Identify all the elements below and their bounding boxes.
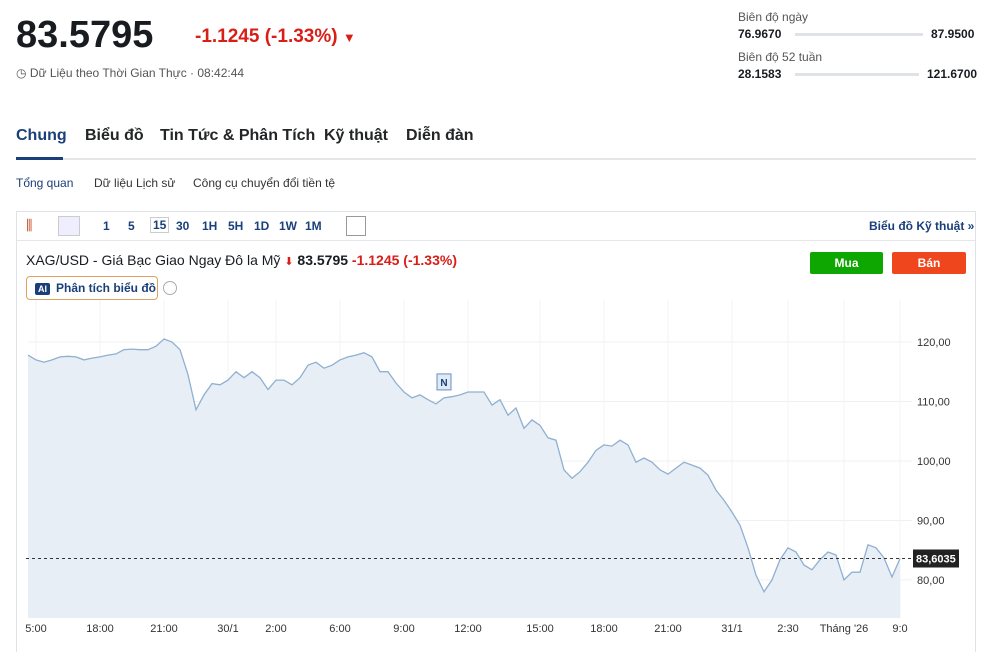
range-low: 28.1583 bbox=[738, 67, 782, 81]
sell-button[interactable]: Bán bbox=[892, 252, 966, 274]
interval[interactable]: 5 bbox=[128, 219, 135, 233]
buy-button[interactable]: Mua bbox=[810, 252, 883, 274]
subtab[interactable]: Dữ liệu Lịch sử bbox=[94, 176, 176, 190]
instrument-change: -1.1245 bbox=[351, 252, 400, 268]
tab[interactable]: Biểu đồ bbox=[85, 127, 144, 144]
change-pct: (-1.33%) bbox=[264, 26, 338, 47]
range-label: Biên độ 52 tuần bbox=[738, 50, 823, 64]
x-tick-label: 21:00 bbox=[150, 623, 178, 635]
candle-icon[interactable]: ⫼ bbox=[26, 217, 33, 233]
y-tick-label: 120,00 bbox=[917, 337, 951, 349]
tab[interactable]: Kỹ thuật bbox=[324, 127, 388, 144]
x-tick-label: 5:00 bbox=[25, 623, 46, 635]
tab[interactable]: Diễn đàn bbox=[406, 127, 474, 144]
change: -1.1245 (-1.33%) ▼ bbox=[195, 26, 356, 47]
interval[interactable]: 5H bbox=[228, 219, 244, 233]
y-tick-label: 90,00 bbox=[917, 515, 945, 527]
tab-rule bbox=[16, 158, 976, 160]
interval[interactable]: 30 bbox=[176, 219, 190, 233]
interval[interactable]: 1 bbox=[103, 219, 110, 233]
instrument-price: 83.5795 bbox=[297, 252, 349, 268]
range-bar bbox=[795, 33, 923, 36]
chart-frame bbox=[16, 211, 976, 652]
realtime: ◷ Dữ Liệu theo Thời Gian Thực · 08:42:44 bbox=[16, 66, 245, 80]
y-tick-label: 100,00 bbox=[917, 456, 951, 468]
area-fill bbox=[28, 339, 900, 618]
tech-chart-link[interactable]: Biểu đồ Kỹ thuật » bbox=[869, 219, 975, 233]
range-low: 76.9670 bbox=[738, 27, 782, 41]
change-value: -1.1245 bbox=[195, 26, 260, 47]
range-high: 87.9500 bbox=[931, 27, 975, 41]
ai-badge: AI bbox=[35, 283, 50, 295]
x-tick-label: 15:00 bbox=[526, 623, 554, 635]
news-marker bbox=[436, 373, 452, 391]
area-icon[interactable] bbox=[58, 216, 80, 236]
x-tick-label: 2:30 bbox=[777, 623, 798, 635]
range-bar bbox=[795, 73, 919, 76]
news-marker-label: N bbox=[440, 378, 447, 389]
interval[interactable]: 1H bbox=[202, 219, 218, 233]
x-tick-label: 31/1 bbox=[721, 623, 742, 635]
x-tick-label: 6:00 bbox=[329, 623, 350, 635]
interval[interactable]: 1W bbox=[279, 219, 297, 233]
info-icon[interactable] bbox=[163, 281, 177, 295]
x-tick-label: 12:00 bbox=[454, 623, 482, 635]
x-tick-label: 21:00 bbox=[654, 623, 682, 635]
x-tick-label: 9:0 bbox=[892, 623, 907, 635]
instrument: XAG/USD - Giá Bạc Giao Ngay Đô la Mỹ ⬇ 8… bbox=[26, 252, 457, 268]
x-tick-label: Tháng '26 bbox=[820, 623, 869, 635]
interval[interactable]: 1D bbox=[254, 219, 270, 233]
subtab[interactable]: Tổng quan bbox=[16, 176, 74, 190]
range-high: 121.6700 bbox=[927, 67, 978, 81]
range-label: Biên độ ngày bbox=[738, 10, 809, 24]
price-line bbox=[27, 338, 901, 594]
subtab[interactable]: Công cụ chuyển đổi tiền tệ bbox=[193, 176, 336, 190]
x-tick-label: 18:00 bbox=[590, 623, 618, 635]
tab[interactable]: Chung bbox=[16, 127, 67, 144]
x-tick-label: 2:00 bbox=[265, 623, 286, 635]
tab-active bbox=[16, 157, 63, 160]
interval[interactable]: 1M bbox=[305, 219, 322, 233]
price: 83.5795 bbox=[16, 14, 154, 56]
x-tick-label: 30/1 bbox=[217, 623, 238, 635]
y-tick-label: 80,00 bbox=[917, 575, 945, 587]
ai-text: Phân tích biểu đồ bbox=[56, 281, 157, 295]
ai-button[interactable]: AI Phân tích biểu đồ bbox=[26, 276, 158, 300]
indicator-icon[interactable] bbox=[346, 216, 366, 236]
instrument-name: XAG/USD - Giá Bạc Giao Ngay Đô la Mỹ bbox=[26, 252, 281, 268]
last-price-box bbox=[913, 549, 959, 568]
last-price-label: 83,6035 bbox=[916, 553, 956, 565]
interval[interactable]: 15 bbox=[150, 217, 170, 233]
x-tick-label: 9:00 bbox=[393, 623, 414, 635]
realtime-text: Dữ Liệu theo Thời Gian Thực · 08:42:44 bbox=[29, 66, 245, 80]
x-tick-label: 18:00 bbox=[86, 623, 114, 635]
y-tick-label: 110,00 bbox=[917, 396, 950, 408]
toolbar-rule bbox=[17, 240, 975, 241]
instrument-pct: (-1.33%) bbox=[403, 252, 457, 268]
chart: 80,00 90,00 100,00 110,00 120,00 5:00 18:00 21:… bbox=[25, 300, 959, 635]
tab[interactable]: Tin Tức & Phân Tích bbox=[160, 127, 316, 144]
